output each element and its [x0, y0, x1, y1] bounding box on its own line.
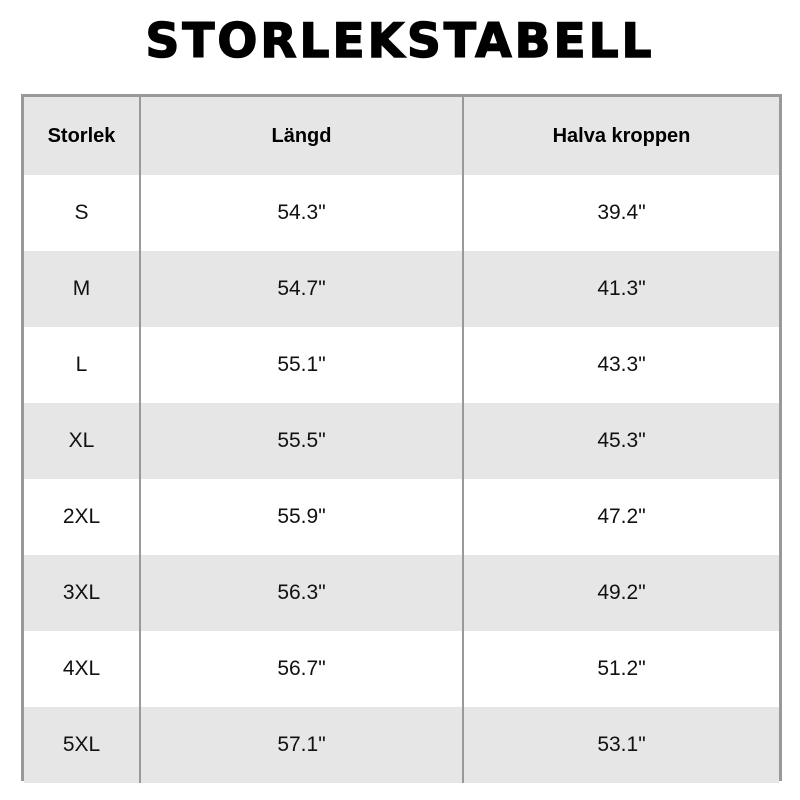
half-chest-cell: 49.2"	[597, 581, 646, 604]
length-cell: 56.7"	[141, 631, 464, 707]
header-length: Längd	[141, 97, 464, 175]
table-header-row: Storlek Längd Halva kroppen	[24, 97, 779, 175]
table-row: 2XL 55.9" 47.2"	[24, 479, 779, 555]
length-cell: 55.5"	[141, 403, 464, 479]
half-chest-cell: 41.3"	[597, 277, 646, 300]
half-chest-cell: 51.2"	[597, 657, 646, 680]
size-cell: 4XL	[24, 631, 141, 707]
size-cell: 2XL	[24, 479, 141, 555]
size-cell: M	[24, 251, 141, 327]
half-chest-cell: 53.1"	[597, 733, 646, 756]
table-row: S 54.3" 39.4"	[24, 175, 779, 251]
size-cell: 3XL	[24, 555, 141, 631]
page-title: STORLEKSTABELL	[145, 13, 655, 70]
table-row: M 54.7" 41.3"	[24, 251, 779, 327]
length-cell: 55.1"	[141, 327, 464, 403]
table-row: L 55.1" 43.3"	[24, 327, 779, 403]
header-half-chest: Halva kroppen	[552, 124, 691, 147]
table-row: 3XL 56.3" 49.2"	[24, 555, 779, 631]
size-cell: S	[24, 175, 141, 251]
length-cell: 57.1"	[141, 707, 464, 783]
size-table: Storlek Längd Halva kroppen S 54.3" 39.4" M…	[21, 94, 782, 783]
header-size: Storlek	[24, 97, 141, 175]
size-cell: L	[24, 327, 141, 403]
length-cell: 55.9"	[141, 479, 464, 555]
length-cell: 54.3"	[141, 175, 464, 251]
table-row: 5XL 57.1" 53.1"	[24, 707, 779, 783]
length-cell: 54.7"	[141, 251, 464, 327]
length-cell: 56.3"	[141, 555, 464, 631]
half-chest-cell: 45.3"	[597, 429, 646, 452]
table-row: XL 55.5" 45.3"	[24, 403, 779, 479]
half-chest-cell: 43.3"	[597, 353, 646, 376]
table-row: 4XL 56.7" 51.2"	[24, 631, 779, 707]
half-chest-cell: 39.4"	[597, 201, 646, 224]
size-cell: XL	[24, 403, 141, 479]
half-chest-cell: 47.2"	[597, 505, 646, 528]
size-cell: 5XL	[24, 707, 141, 783]
